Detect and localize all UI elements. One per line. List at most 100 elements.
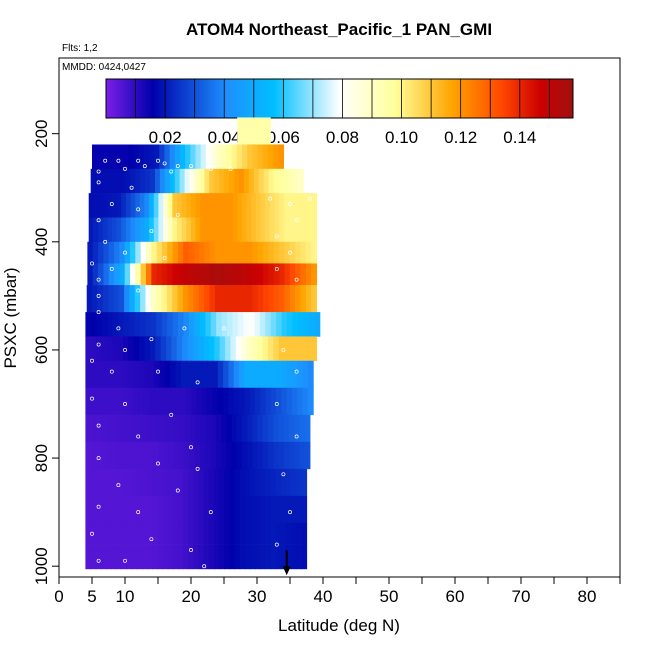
heatmap-cell (232, 217, 239, 243)
heatmap-cell (231, 441, 238, 470)
heatmap-cell (213, 544, 220, 570)
heatmap-cell (140, 241, 147, 264)
heatmap-cell (288, 168, 294, 194)
heatmap-cell (274, 193, 280, 218)
heatmap-cell (106, 336, 113, 362)
sample-point (116, 158, 121, 163)
sample-point (175, 164, 180, 169)
heatmap-cell (268, 285, 275, 313)
heatmap-cell (199, 263, 206, 286)
heatmap-cell (209, 168, 215, 194)
heatmap-cell (116, 414, 123, 443)
sample-point (136, 434, 141, 439)
heatmap-cell (275, 468, 282, 497)
heatmap-cell (302, 193, 308, 218)
heatmap-cell (273, 441, 280, 470)
heatmap-cell (162, 495, 169, 524)
heatmap-cell (101, 360, 108, 389)
heatmap-cell (148, 387, 155, 416)
heatmap-cell (251, 336, 258, 362)
heatmap-cell (199, 312, 206, 337)
heatmap-cell (204, 263, 211, 286)
heatmap-cell (131, 468, 138, 497)
heatmap-cell (255, 468, 261, 497)
sample-point (288, 250, 292, 255)
heatmap-cell (92, 144, 98, 170)
heatmap-cell (167, 241, 174, 264)
heatmap-cell (208, 544, 215, 570)
heatmap-cell (252, 263, 259, 286)
heatmap-cell (205, 144, 212, 170)
heatmap-cell (127, 441, 133, 470)
heatmap-cell (236, 285, 243, 313)
heatmap-cell (97, 144, 103, 170)
heatmap-cell (262, 144, 269, 170)
heatmap-cell (123, 312, 130, 337)
heatmap-cell (181, 193, 187, 218)
heatmap-cell (296, 522, 302, 545)
heatmap-cell (117, 360, 124, 389)
heatmap-cell (273, 168, 280, 194)
heatmap-cell (182, 336, 189, 362)
sample-point (307, 196, 312, 201)
heatmap-cell (292, 312, 299, 337)
heatmap-cell (214, 168, 220, 194)
heatmap-cell (311, 217, 317, 243)
heatmap-cell (113, 285, 120, 313)
sample-point (149, 337, 154, 342)
heatmap-cell (270, 495, 277, 524)
heatmap-cell (95, 468, 102, 497)
heatmap-cell (280, 495, 287, 524)
heatmap-cell (293, 217, 299, 243)
heatmap-cell (102, 144, 109, 170)
heatmap-cell (126, 468, 133, 497)
heatmap-cell (154, 168, 161, 194)
heatmap-cell (129, 285, 136, 313)
sample-point (116, 326, 121, 331)
heatmap-cell (117, 336, 124, 362)
heatmap-cell (297, 360, 304, 389)
heatmap-cell (172, 217, 178, 243)
heatmap-cell (97, 193, 104, 218)
heatmap-cell (288, 441, 295, 470)
heatmap-cell (139, 312, 146, 337)
sample-point (169, 169, 174, 174)
heatmap-cell (307, 387, 314, 416)
heatmap-cell (225, 241, 232, 264)
heatmap-cell (284, 336, 291, 362)
heatmap-cell (276, 360, 282, 389)
heatmap-cell (302, 217, 308, 243)
heatmap-cell (295, 241, 302, 264)
heatmap-cell (231, 144, 238, 170)
heatmap-cell (96, 312, 103, 337)
heatmap-cell (128, 312, 136, 337)
heatmap-cell (210, 144, 217, 170)
heatmap-cell (130, 193, 136, 218)
heatmap-cell (161, 285, 168, 313)
heatmap-cell (154, 387, 161, 416)
heatmap-cell (177, 495, 184, 524)
heatmap-cell (214, 336, 221, 362)
heatmap-cell (275, 495, 282, 524)
heatmap-cell (205, 312, 212, 337)
heatmap-cell (121, 441, 128, 470)
heatmap-cell (111, 468, 117, 497)
heatmap-cell (107, 193, 113, 218)
sample-point (162, 161, 167, 166)
heatmap-cell (289, 263, 296, 286)
heatmap-cell (186, 193, 192, 218)
heatmap-cell (125, 217, 132, 243)
sample-point (96, 293, 101, 298)
heatmap-cell (138, 387, 145, 416)
heatmap-cell (143, 360, 150, 389)
heatmap-cell (296, 544, 302, 570)
heatmap-cell (152, 468, 158, 497)
heatmap-cell (220, 241, 227, 264)
heatmap-cell (161, 241, 168, 264)
heatmap-cell (300, 285, 307, 313)
heatmap-cell (145, 241, 152, 264)
heatmap-cell (263, 168, 270, 194)
heatmap-cell (93, 217, 99, 243)
heatmap-cell (204, 168, 210, 194)
heatmap-cell (88, 193, 94, 218)
